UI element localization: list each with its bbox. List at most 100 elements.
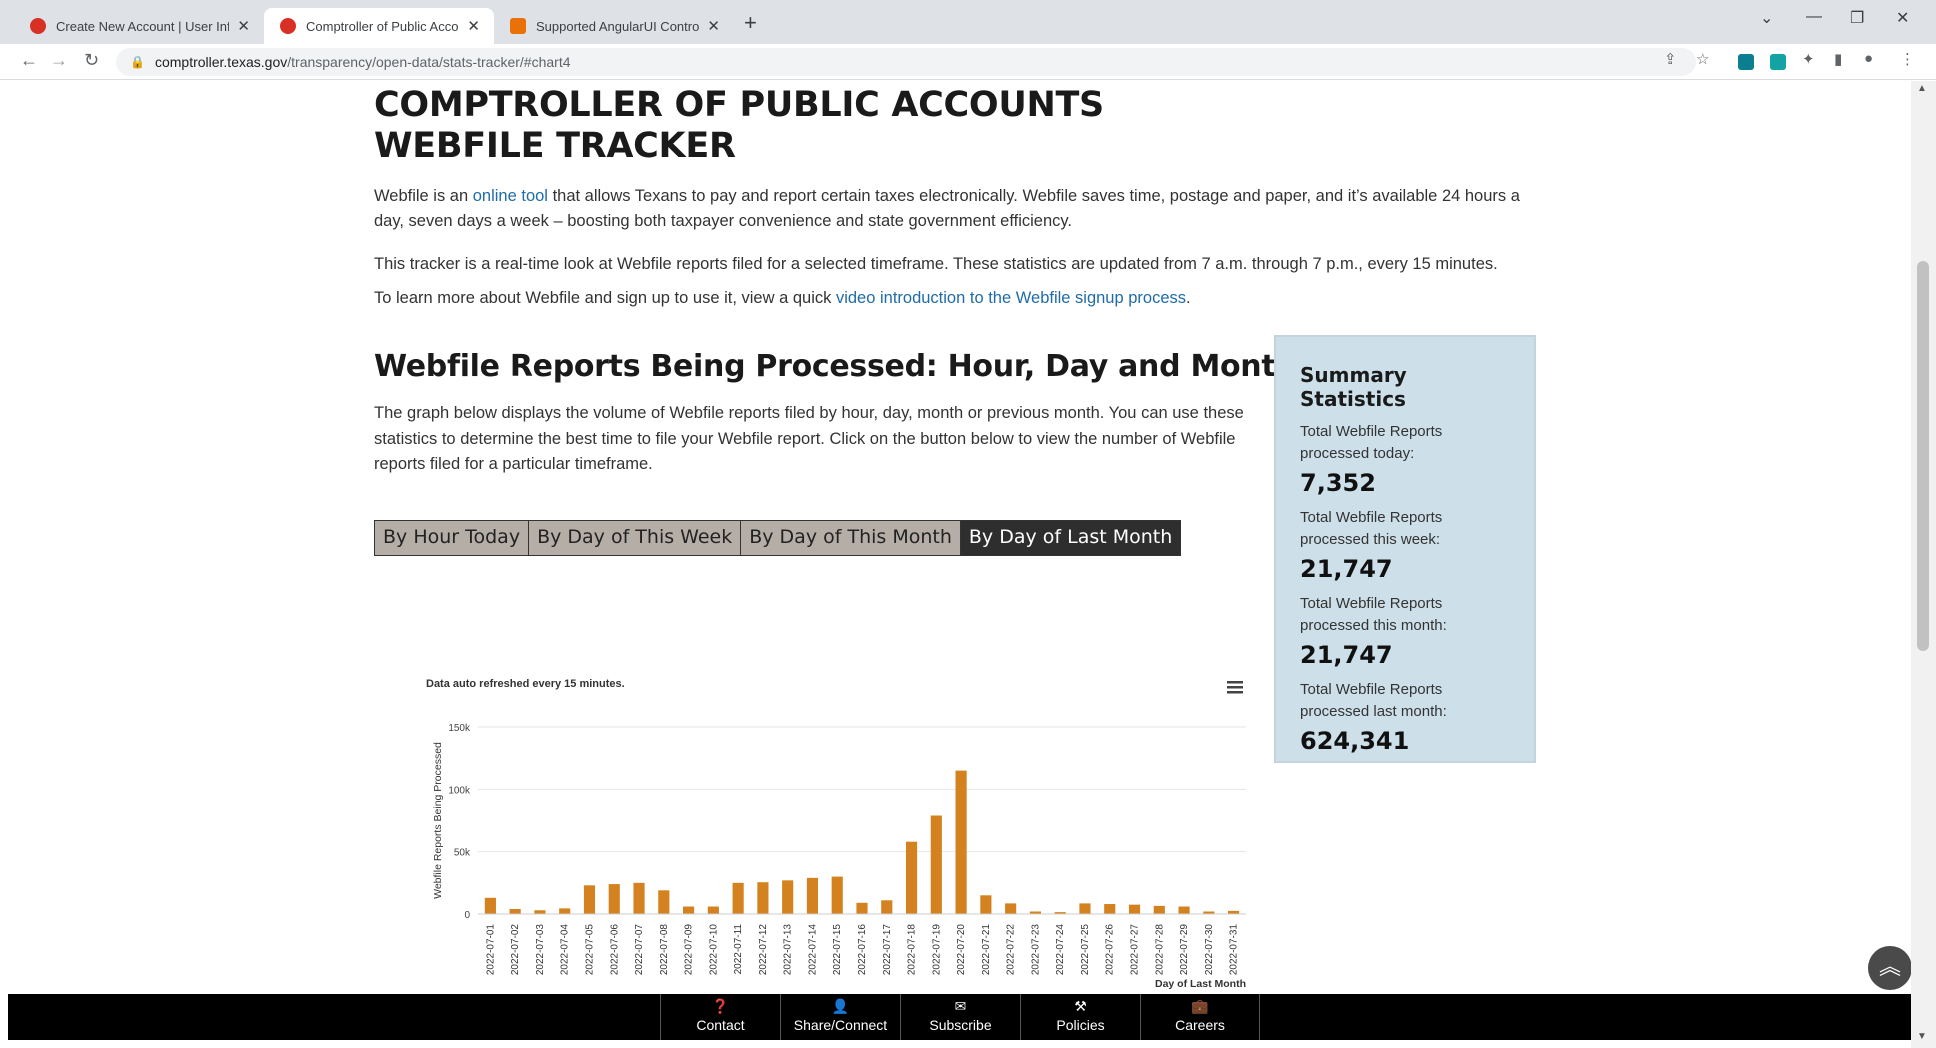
- bar-2022-07-10: [707, 906, 719, 914]
- bar-2022-07-21: [980, 895, 992, 914]
- bar-2022-07-12: [757, 882, 769, 914]
- x-tick-label: 2022-07-31: [1229, 924, 1240, 976]
- x-tick-label: 2022-07-29: [1179, 924, 1190, 976]
- bar-2022-07-02: [509, 909, 521, 914]
- window-close-icon[interactable]: ✕: [1896, 10, 1910, 27]
- extension-2-icon[interactable]: [1770, 54, 1786, 70]
- tab-close-icon[interactable]: ✕: [707, 18, 720, 35]
- briefcase-icon: 💼: [1191, 998, 1209, 1014]
- tab-close-icon[interactable]: ✕: [467, 18, 480, 35]
- x-tick-label: 2022-07-30: [1204, 924, 1215, 976]
- lock-icon: 🔒: [130, 55, 145, 69]
- footer-subscribe[interactable]: ✉ Subscribe: [900, 994, 1020, 1040]
- by-day-last-month-button[interactable]: By Day of Last Month: [959, 520, 1182, 556]
- envelope-icon: ✉: [954, 998, 967, 1014]
- video-introduction-link[interactable]: video introduction to the Webfile signup…: [835, 289, 1187, 307]
- url-path: /transparency/open-data/stats-tracker/#c…: [287, 54, 571, 70]
- browser-tab-bar: Create New Account | User Inform ✕ Compt…: [0, 0, 1936, 44]
- chart-menu-icon[interactable]: [1227, 681, 1243, 694]
- section-title: Webfile Reports Being Processed: Hour, D…: [374, 349, 1297, 384]
- footer-share-connect[interactable]: 👤 Share/Connect: [780, 994, 900, 1040]
- profile-avatar-icon[interactable]: ●: [1864, 50, 1874, 67]
- x-tick-label: 2022-07-21: [981, 924, 992, 976]
- reload-icon[interactable]: ↻: [84, 50, 100, 70]
- x-tick-label: 2022-07-05: [584, 924, 595, 976]
- intro1-text-rest: that allows Texans to pay and report cer…: [374, 187, 1520, 230]
- y-tick-label: 100k: [448, 785, 471, 796]
- share-icon[interactable]: ⇪: [1664, 51, 1677, 68]
- x-axis-label: Day of Last Month: [1155, 978, 1246, 990]
- x-tick-label: 2022-07-07: [634, 924, 645, 976]
- browser-tab-2[interactable]: Comptroller of Public Accounts W ✕: [264, 8, 494, 44]
- x-tick-label: 2022-07-02: [510, 924, 521, 976]
- summary-statistics-panel: Summary Statistics Total Webfile Reports…: [1274, 335, 1536, 763]
- x-tick-label: 2022-07-12: [758, 924, 769, 976]
- x-tick-label: 2022-07-09: [684, 924, 695, 976]
- bookmark-star-icon[interactable]: ☆: [1696, 51, 1710, 68]
- bar-2022-07-08: [658, 890, 670, 914]
- footer-contact[interactable]: ❓ Contact: [660, 994, 780, 1040]
- footer-careers-label: Careers: [1175, 1017, 1225, 1033]
- web-page: COMPTROLLER OF PUBLIC ACCOUNTS WEBFILE T…: [0, 81, 1920, 1048]
- summary-value-month: 21,747: [1300, 641, 1393, 669]
- scroll-up-arrow-icon[interactable]: ▲: [1917, 83, 1927, 94]
- webfile-chart: Data auto refreshed every 15 minutes. 0 50…: [374, 579, 1246, 1048]
- y-tick-label: 0: [464, 910, 470, 921]
- tab-favicon-icon: [510, 18, 526, 34]
- x-tick-label: 2022-07-22: [1006, 924, 1017, 976]
- page-scrollbar[interactable]: ▲ ▼: [1911, 81, 1936, 1048]
- chart-svg: Data auto refreshed every 15 minutes. 0 50…: [426, 678, 1246, 990]
- bar-2022-07-03: [534, 910, 546, 914]
- bar-2022-07-04: [559, 908, 571, 914]
- extension-1-icon[interactable]: [1738, 54, 1754, 70]
- tab-close-icon[interactable]: ✕: [237, 18, 250, 35]
- footer-careers[interactable]: 💼 Careers: [1140, 994, 1260, 1040]
- bar-2022-07-16: [856, 902, 868, 914]
- x-tick-label: 2022-07-01: [485, 924, 496, 976]
- x-tick-label: 2022-07-24: [1055, 924, 1066, 976]
- restore-icon[interactable]: ❐: [1850, 10, 1865, 27]
- y-tick-label: 150k: [448, 723, 471, 734]
- forward-arrow-icon[interactable]: →: [50, 50, 68, 70]
- tab-title: Comptroller of Public Accounts W: [306, 18, 459, 34]
- browser-tab-1[interactable]: Create New Account | User Inform ✕: [14, 8, 264, 44]
- by-hour-today-button[interactable]: By Hour Today: [374, 520, 530, 556]
- extensions-puzzle-icon[interactable]: ✦: [1802, 51, 1815, 68]
- footer-contact-label: Contact: [696, 1017, 745, 1033]
- scroll-to-top-button[interactable]: ︽: [1868, 946, 1912, 990]
- minimize-icon[interactable]: —: [1806, 8, 1822, 25]
- x-tick-label: 2022-07-16: [857, 924, 868, 976]
- browser-tab-3[interactable]: Supported AngularUI Controls | T ✕: [494, 8, 734, 44]
- by-day-this-week-button[interactable]: By Day of This Week: [528, 520, 742, 556]
- bar-2022-07-30: [1203, 911, 1215, 914]
- back-arrow-icon[interactable]: ←: [20, 50, 38, 70]
- summary-value-week: 21,747: [1300, 555, 1393, 583]
- section-description: The graph below displays the volume of W…: [374, 404, 1244, 473]
- address-bar[interactable]: 🔒 comptroller.texas.gov /transparency/op…: [116, 48, 1696, 76]
- x-tick-label: 2022-07-15: [832, 924, 843, 976]
- online-tool-link[interactable]: online tool: [472, 187, 548, 205]
- page-title-line2: WEBFILE TRACKER: [374, 126, 736, 166]
- tab-search-chevron-icon[interactable]: ⌄: [1760, 10, 1774, 27]
- bar-2022-07-18: [905, 841, 918, 914]
- bar-2022-07-24: [1054, 912, 1066, 914]
- bar-2022-07-11: [732, 882, 744, 914]
- new-tab-plus-icon[interactable]: +: [744, 10, 757, 35]
- bar-2022-07-07: [633, 882, 645, 914]
- summary-label-today: Total Webfile Reports processed today:: [1300, 423, 1443, 462]
- side-panel-icon[interactable]: ▮: [1834, 51, 1843, 68]
- by-day-this-month-button[interactable]: By Day of This Month: [740, 520, 961, 556]
- tab-title: Supported AngularUI Controls | T: [536, 18, 700, 34]
- scrollbar-thumb[interactable]: [1917, 261, 1929, 651]
- x-tick-label: 2022-07-23: [1030, 924, 1041, 976]
- bar-2022-07-09: [683, 906, 695, 914]
- page-title: COMPTROLLER OF PUBLIC ACCOUNTS WEBFILE T…: [374, 85, 1104, 167]
- bar-2022-07-22: [1005, 903, 1017, 914]
- x-tick-label: 2022-07-06: [609, 924, 620, 976]
- scroll-down-arrow-icon[interactable]: ▼: [1917, 1031, 1927, 1042]
- bar-2022-07-19: [930, 815, 942, 914]
- browser-menu-icon[interactable]: ⋮: [1900, 51, 1915, 68]
- footer-policies[interactable]: ⚒ Policies: [1020, 994, 1140, 1040]
- browser-toolbar: ← → ↻ 🔒 comptroller.texas.gov /transpare…: [0, 44, 1936, 80]
- x-tick-label: 2022-07-17: [882, 924, 893, 976]
